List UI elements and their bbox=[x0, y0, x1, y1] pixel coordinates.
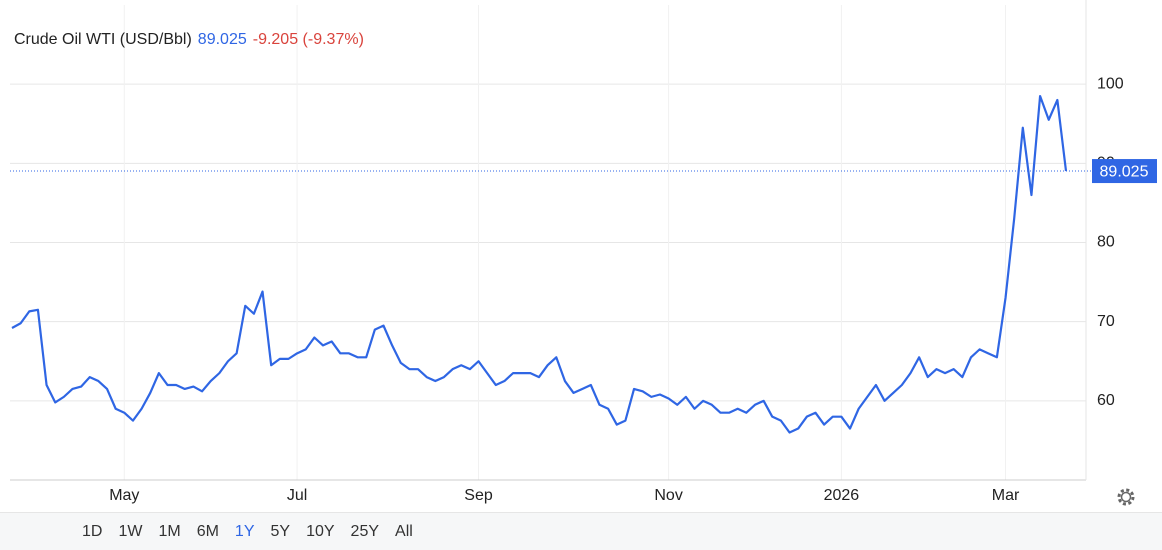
range-button[interactable]: All bbox=[395, 522, 413, 540]
last-price-tag bbox=[1092, 159, 1157, 184]
change: -9.205 (-9.37%) bbox=[252, 31, 364, 48]
last-price-tag-label: 89.025 bbox=[1100, 163, 1149, 180]
range-button[interactable]: 1W bbox=[118, 522, 143, 540]
range-button[interactable]: 5Y bbox=[270, 522, 291, 540]
y-tick-label: 100 bbox=[1097, 75, 1124, 92]
range-button[interactable]: 1D bbox=[82, 522, 103, 540]
range-button[interactable]: 1Y bbox=[234, 522, 255, 540]
range-button[interactable]: 6M bbox=[196, 522, 219, 540]
y-tick-label: 70 bbox=[1097, 313, 1115, 330]
price-line bbox=[11, 94, 1068, 434]
x-tick-label: 2026 bbox=[824, 487, 860, 504]
range-button[interactable]: 1M bbox=[158, 522, 181, 540]
settings-icon[interactable] bbox=[1117, 488, 1135, 506]
x-tick-label: Jul bbox=[287, 487, 307, 504]
x-tick-label: Mar bbox=[992, 487, 1020, 504]
range-bar: 1D 1W 1M 6M 1Y 5Y 10Y 25Y All bbox=[0, 512, 1162, 550]
x-tick-label: Sep bbox=[464, 487, 493, 504]
title: Crude Oil WTI (USD/Bbl) bbox=[14, 31, 192, 48]
chart: 60708090100MayJulSepNov2026Mar89.025 bbox=[10, 0, 1157, 506]
header: Crude Oil WTI (USD/Bbl) 89.025 -9.205 (-9.… bbox=[14, 31, 370, 49]
x-tick-label: Nov bbox=[654, 487, 682, 504]
range-button[interactable]: 25Y bbox=[350, 522, 380, 540]
y-tick-label: 80 bbox=[1097, 234, 1115, 251]
last-price: 89.025 bbox=[197, 31, 247, 48]
range-button[interactable]: 10Y bbox=[306, 522, 335, 540]
y-tick-label: 60 bbox=[1097, 392, 1115, 409]
x-tick-label: May bbox=[109, 487, 139, 504]
